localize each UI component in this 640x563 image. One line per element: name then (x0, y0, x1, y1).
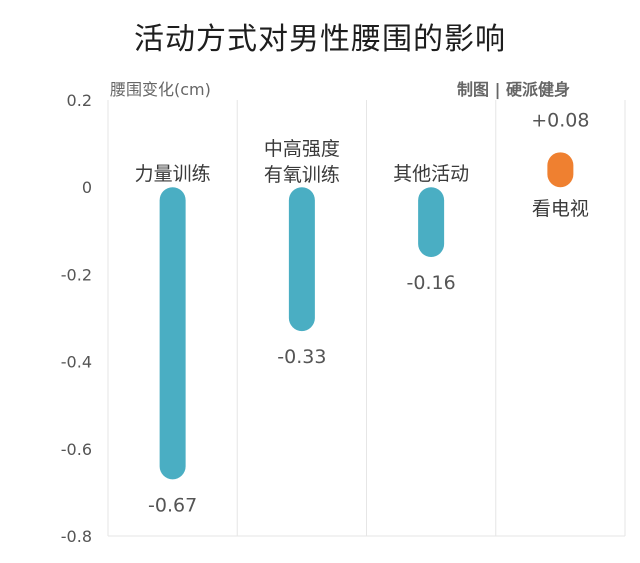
y-ticks: 0.2 0 -0.2 -0.4 -0.6 -0.8 (61, 91, 92, 546)
y-tick-label: -0.2 (61, 265, 92, 284)
grid-lines (107, 100, 626, 537)
category-label: 力量训练 (135, 163, 211, 185)
bar (418, 187, 445, 257)
category-label: 中高强度 (264, 138, 340, 160)
category-label: 其他活动 (393, 163, 469, 185)
credit-text: 制图 | 硬派健身 (457, 80, 570, 99)
y-tick-label: -0.6 (61, 440, 92, 459)
bar (159, 187, 186, 480)
category-label: 有氧训练 (264, 164, 340, 186)
value-label: -0.33 (277, 346, 326, 368)
y-axis-label: 腰围变化(cm) (110, 80, 211, 99)
y-tick-label: -0.8 (61, 527, 92, 546)
value-label: -0.16 (407, 272, 456, 294)
value-label: +0.08 (531, 109, 589, 131)
chart-title: 活动方式对男性腰围的影响 (134, 22, 506, 57)
bar (547, 152, 574, 188)
value-label: -0.67 (148, 494, 197, 516)
y-tick-label: 0 (82, 178, 92, 197)
category-label: 看电视 (532, 198, 589, 220)
bars (159, 152, 574, 480)
y-tick-label: -0.4 (61, 353, 92, 372)
bar (288, 187, 315, 332)
y-tick-label: 0.2 (67, 91, 92, 110)
